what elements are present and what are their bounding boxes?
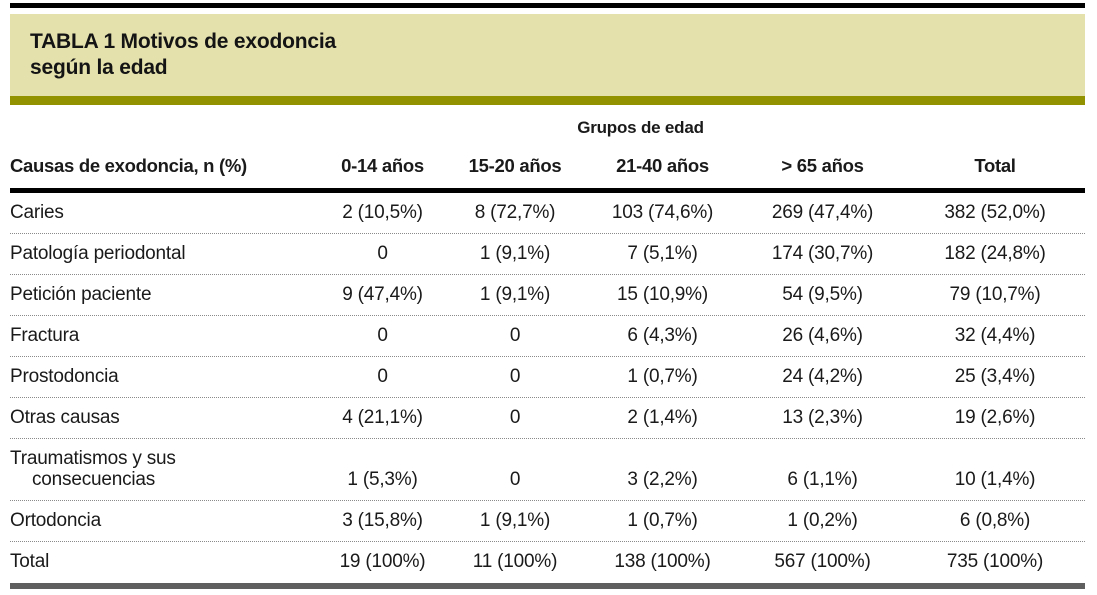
cell-value: 1 (9,1%) xyxy=(479,284,551,305)
column-header-over-65: > 65 años xyxy=(781,155,864,176)
cell-value: 103 (74,6%) xyxy=(611,202,714,223)
table-row: Total 19 (100%) 11 (100%) 138 (100%) 567 (10… xyxy=(10,542,1085,582)
row-label: Traumatismos y sus consecuencias xyxy=(10,448,176,490)
row-label: Otras causas xyxy=(10,407,120,428)
cell-value: 174 (30,7%) xyxy=(771,243,874,264)
row-label: Fractura xyxy=(10,325,80,346)
column-header-21-40: 21-40 años xyxy=(616,155,709,176)
table-row: Traumatismos y sus consecuencias 1 (5,3%) 0… xyxy=(10,439,1085,501)
table-title: TABLA 1 Motivos de exodoncia según la ed… xyxy=(30,30,336,79)
cell-value: 1 (9,1%) xyxy=(479,243,551,264)
header-rule xyxy=(10,188,1085,193)
cell-value: 6 (4,3%) xyxy=(627,325,698,346)
table-row: Petición paciente 9 (47,4%) 1 (9,1%) 15 (10… xyxy=(10,275,1085,316)
column-header-row: Causas de exodoncia, n (%) 0-14 años 15-… xyxy=(10,138,1085,188)
cell-value: 7 (5,1%) xyxy=(627,243,698,264)
column-header-total: Total xyxy=(974,155,1016,176)
cell-value: 32 (4,4%) xyxy=(954,325,1036,346)
table-row: Otras causas 4 (21,1%) 0 2 (1,4%) 13 (2,3%) 1… xyxy=(10,398,1085,439)
cell-value: 6 (1,1%) xyxy=(787,469,858,490)
cell-value: 9 (47,4%) xyxy=(342,284,423,305)
cell-value: 2 (10,5%) xyxy=(342,202,423,223)
cell-value: 54 (9,5%) xyxy=(782,284,863,305)
group-header-row: Grupos de edad xyxy=(10,105,1085,138)
cell-value: 735 (100%) xyxy=(946,551,1044,572)
row-label: Caries xyxy=(10,202,64,223)
cell-value: 4 (21,1%) xyxy=(342,407,423,428)
table-row: Patología periodontal 0 1 (9,1%) 7 (5,1%) 17… xyxy=(10,234,1085,275)
cell-value: 13 (2,3%) xyxy=(782,407,863,428)
cell-value: 3 (15,8%) xyxy=(342,510,423,531)
cell-value: 0 xyxy=(377,325,388,346)
cell-value: 25 (3,4%) xyxy=(954,366,1036,387)
cell-value: 8 (72,7%) xyxy=(474,202,556,223)
top-rule xyxy=(10,3,1085,8)
cell-value: 138 (100%) xyxy=(614,551,711,572)
olive-rule xyxy=(10,96,1085,105)
cell-value: 0 xyxy=(509,407,521,428)
cell-value: 1 (5,3%) xyxy=(347,469,418,490)
column-header-0-14: 0-14 años xyxy=(341,155,424,176)
cell-value: 0 xyxy=(509,325,521,346)
cell-value: 1 (9,1%) xyxy=(479,510,551,531)
cell-value: 26 (4,6%) xyxy=(782,325,863,346)
cell-value: 0 xyxy=(377,243,388,264)
cell-value: 269 (47,4%) xyxy=(771,202,874,223)
row-label: Prostodoncia xyxy=(10,366,119,387)
cell-value: 0 xyxy=(377,366,388,387)
bottom-rule xyxy=(10,583,1085,589)
table-title-band: TABLA 1 Motivos de exodoncia según la ed… xyxy=(10,14,1085,96)
table-row: Caries 2 (10,5%) 8 (72,7%) 103 (74,6%) 269 (… xyxy=(10,193,1085,234)
cell-value: 1 (0,7%) xyxy=(627,510,698,531)
table-container: TABLA 1 Motivos de exodoncia según la ed… xyxy=(10,0,1085,589)
cell-value: 567 (100%) xyxy=(774,551,871,572)
cell-value: 0 xyxy=(509,366,521,387)
cell-value: 2 (1,4%) xyxy=(627,407,698,428)
cell-value: 1 (0,7%) xyxy=(627,366,698,387)
cell-value: 15 (10,9%) xyxy=(617,284,708,305)
cell-value: 6 (0,8%) xyxy=(959,510,1031,531)
cell-value: 3 (2,2%) xyxy=(627,469,698,490)
cell-value: 11 (100%) xyxy=(472,551,558,572)
column-header-causes: Causas de exodoncia, n (%) xyxy=(10,155,247,176)
cell-value: 19 (2,6%) xyxy=(954,407,1036,428)
cell-value: 19 (100%) xyxy=(339,551,426,572)
row-label: Total xyxy=(10,551,50,572)
cell-value: 0 xyxy=(509,469,521,490)
cell-value: 10 (1,4%) xyxy=(954,469,1036,490)
table-row: Ortodoncia 3 (15,8%) 1 (9,1%) 1 (0,7%) 1 (0,… xyxy=(10,501,1085,542)
cell-value: 1 (0,2%) xyxy=(787,510,858,531)
group-header: Grupos de edad xyxy=(577,118,704,137)
cell-value: 24 (4,2%) xyxy=(782,366,863,387)
table-row: Fractura 0 0 6 (4,3%) 26 (4,6%) 32 (4,4%) xyxy=(10,316,1085,357)
row-label: Petición paciente xyxy=(10,284,152,305)
row-label: Ortodoncia xyxy=(10,510,101,531)
row-label: Patología periodontal xyxy=(10,243,186,264)
cell-value: 182 (24,8%) xyxy=(944,243,1046,264)
table-body: Caries 2 (10,5%) 8 (72,7%) 103 (74,6%) 269 (… xyxy=(10,193,1085,582)
cell-value: 382 (52,0%) xyxy=(944,202,1046,223)
table-row: Prostodoncia 0 0 1 (0,7%) 24 (4,2%) 25 (3,4%) xyxy=(10,357,1085,398)
cell-value: 79 (10,7%) xyxy=(949,284,1041,305)
column-header-15-20: 15-20 años xyxy=(468,155,562,176)
